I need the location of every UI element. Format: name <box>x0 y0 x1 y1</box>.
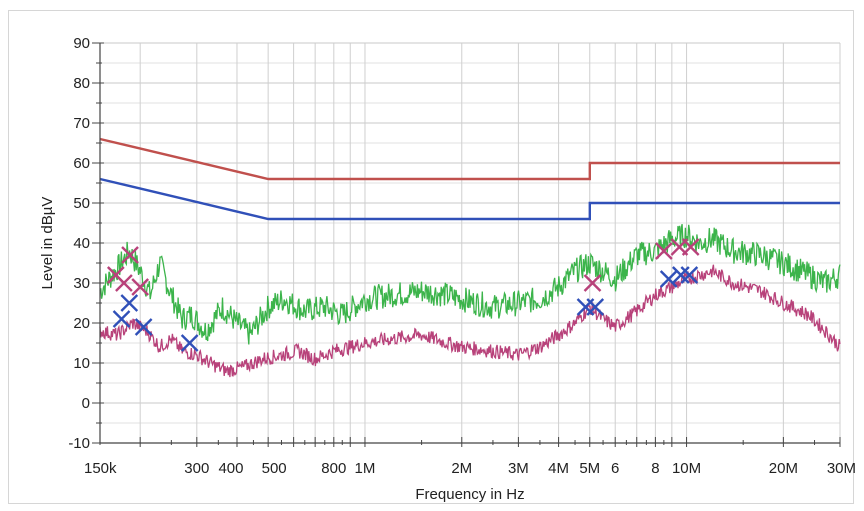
y-tick-label: 70 <box>73 115 90 132</box>
x-marker-stroke <box>680 266 699 284</box>
y-tick-label: -10 <box>68 435 90 452</box>
y-tick-label: 90 <box>73 35 90 52</box>
x-tick-label: 30M <box>827 460 856 477</box>
chart-frame <box>8 10 854 504</box>
x-marker <box>180 334 199 352</box>
x-tick-label: 1M <box>355 460 376 477</box>
x-marker-stroke <box>681 238 700 256</box>
x-marker-stroke <box>115 274 133 292</box>
x-tick-label: 500 <box>262 460 287 477</box>
x-tick-label: 20M <box>769 460 798 477</box>
limit-line <box>99 177 840 221</box>
marker-layer <box>106 238 700 352</box>
x-marker <box>680 266 699 284</box>
x-marker-stroke <box>180 334 199 352</box>
y-tick-label: 40 <box>73 235 90 252</box>
x-tick-label: 300 <box>184 460 209 477</box>
x-marker <box>134 318 153 336</box>
y-tick-label: 60 <box>73 155 90 172</box>
x-marker <box>672 266 690 284</box>
x-tick-label: 4M <box>548 460 569 477</box>
grid <box>100 42 841 444</box>
measurement-trace <box>99 223 841 345</box>
x-marker-stroke <box>583 274 602 292</box>
x-marker-stroke <box>659 270 678 288</box>
x-tick-label: 8 <box>651 460 659 477</box>
x-tick-label: 2M <box>451 460 472 477</box>
series-layer <box>99 137 841 378</box>
x-marker <box>112 310 131 328</box>
y-tick-label: 50 <box>73 195 90 212</box>
x-tick-label: 3M <box>508 460 529 477</box>
x-marker-stroke <box>134 318 153 336</box>
measurement-trace <box>99 264 841 378</box>
x-marker <box>655 242 673 260</box>
y-tick-label: 20 <box>73 315 90 332</box>
x-tick-labels: 150k 300 400 500 800 1M 2M 3M 4M 5M 6 8 10M 20M 30M <box>84 460 856 477</box>
x-tick-label: 5M <box>579 460 600 477</box>
y-tick-label: 10 <box>73 355 90 372</box>
x-marker-stroke <box>106 266 125 284</box>
x-marker-stroke <box>672 266 690 284</box>
x-tick-label: 800 <box>321 460 346 477</box>
x-marker <box>131 278 150 296</box>
x-marker-stroke <box>120 294 139 312</box>
x-marker <box>583 274 602 292</box>
x-tick-label: 150k <box>84 460 117 477</box>
x-marker-stroke <box>131 278 150 296</box>
x-marker <box>120 294 139 312</box>
x-tick-label: 400 <box>218 460 243 477</box>
x-tick-label: 10M <box>672 460 701 477</box>
y-tick-label: 0 <box>82 395 90 412</box>
x-marker <box>115 274 133 292</box>
x-marker-stroke <box>655 242 673 260</box>
limit-line <box>99 137 840 181</box>
y-axis-title: Level in dBµV <box>39 197 56 290</box>
x-axis-title: Frequency in Hz <box>415 486 524 503</box>
x-tick-label: 6 <box>611 460 619 477</box>
y-tick-labels: 90 80 70 60 50 40 30 20 10 0 -10 <box>68 35 90 452</box>
x-marker-stroke <box>586 298 605 316</box>
x-marker <box>586 298 605 316</box>
x-marker-stroke <box>121 246 139 264</box>
x-marker <box>681 238 700 256</box>
x-marker <box>659 270 678 288</box>
y-tick-label: 30 <box>73 275 90 292</box>
x-marker <box>121 246 139 264</box>
y-tick-label: 80 <box>73 75 90 92</box>
x-marker-stroke <box>112 310 131 328</box>
